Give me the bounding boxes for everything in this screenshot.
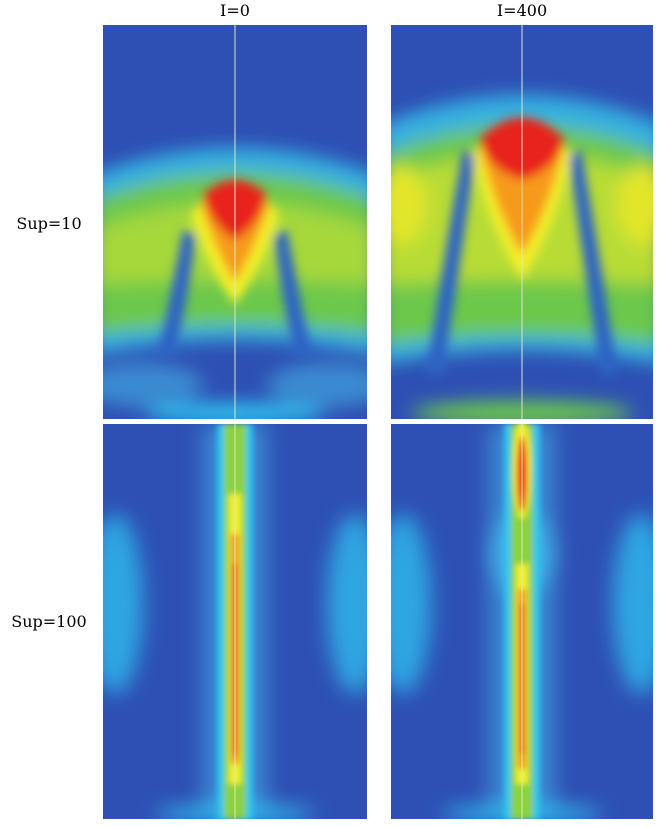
contour-plot-sup100-i400	[391, 424, 653, 819]
row-label-sup100: Sup=100	[11, 612, 87, 631]
plot-sup10-i400	[391, 25, 653, 419]
plot-sup10-i0	[103, 25, 367, 419]
column-label-i400: I=400	[496, 1, 548, 20]
contour-plot-sup10-i0	[103, 25, 367, 419]
column-label-i0: I=0	[220, 1, 250, 20]
plot-sup100-i0	[103, 424, 367, 819]
plot-sup100-i400	[391, 424, 653, 819]
contour-plot-sup100-i0	[103, 424, 367, 819]
contour-plot-sup10-i400	[391, 25, 653, 419]
row-label-sup10: Sup=10	[16, 214, 82, 233]
